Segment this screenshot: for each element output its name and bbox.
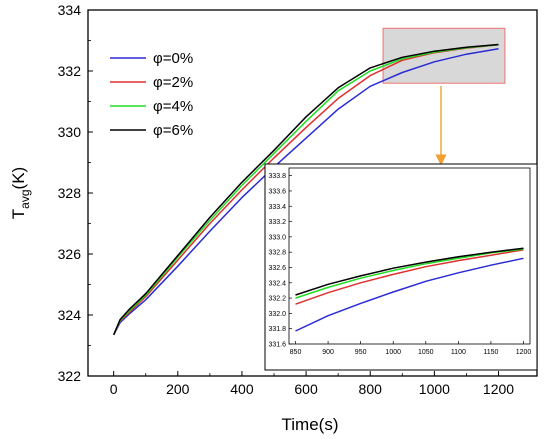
inset-series-group [295,247,524,332]
x-tick-label: 600 [294,381,318,397]
inset-y-tick-label: 332.8 [268,250,286,257]
legend-label-phi-6pct: φ=6% [153,122,193,139]
inset-y-tick-label: 332.0 [268,311,286,318]
series-line-phi-6pct [113,43,499,336]
inset-x-tick-label: 1100 [451,349,466,356]
y-tick-label: 326 [58,246,82,262]
inset-y-tick-label: 333.2 [268,219,286,226]
inset-x-tick-label: 950 [355,349,367,356]
legend-label-phi-4pct: φ=4% [153,98,193,115]
x-tick-label: 0 [110,381,118,397]
inset-x-tick-label: 1150 [483,349,498,356]
y-tick-label: 322 [58,368,82,384]
legend: φ=0% φ=2% φ=4% φ=6% [110,50,193,139]
x-tick-label: 400 [230,381,254,397]
inset-x-tick-label: 1050 [418,349,434,356]
series-line-phi-2pct [113,44,499,336]
y-tick-label: 330 [58,124,82,140]
inset-y-tick-label: 333.4 [268,204,286,211]
y-tick-label: 324 [58,307,82,323]
inset-y-tick-label: 332.2 [268,296,286,303]
x-tick-label: 1200 [483,381,514,397]
inset-y-tick-label: 332.4 [268,280,286,287]
inset-y-tick-label: 333.6 [268,188,286,195]
x-tick-label: 800 [359,381,383,397]
inset-y-tick-label: 333.0 [268,234,286,241]
x-tick-label: 200 [166,381,190,397]
inset-y-tick-label: 332.6 [268,265,286,272]
x-axis-title: Time(s) [282,415,339,434]
inset-series-line-phi-6pct [295,247,524,296]
series-line-phi-4pct [113,44,499,336]
y-tick-label: 328 [58,185,82,201]
main-ticks-group: 0 200 400 600 800 1000 1200 322 324 326 328 330 332 3… [58,2,515,397]
zoom-region-box [382,27,506,84]
inset-x-tick-label: 850 [290,349,302,356]
inset-series-line-phi-4pct [295,248,524,299]
y-axis-title: Tavg(K) [9,167,32,219]
y-tick-label: 334 [58,2,82,18]
inset-x-tick-label: 1200 [516,349,532,356]
inset-y-tick-label: 331.8 [268,326,286,333]
inset-x-tick-label: 1000 [385,349,401,356]
legend-label-phi-2pct: φ=2% [153,74,193,91]
inset-series-line-phi-2pct [295,249,524,305]
inset-x-tick-label: 900 [322,349,334,356]
inset-ticks-group: 850 900 950 1000 1050 1100 1150 1200 331.6 331.8 3… [268,173,531,356]
x-tick-label: 1000 [419,381,450,397]
legend-label-phi-0pct: φ=0% [153,50,193,67]
inset-y-tick-label: 333.8 [268,173,286,180]
inset-plot-frame [288,167,531,345]
inset-y-tick-label: 331.6 [268,342,286,349]
y-tick-label: 332 [58,63,82,79]
inset-series-line-phi-0pct [295,257,524,332]
